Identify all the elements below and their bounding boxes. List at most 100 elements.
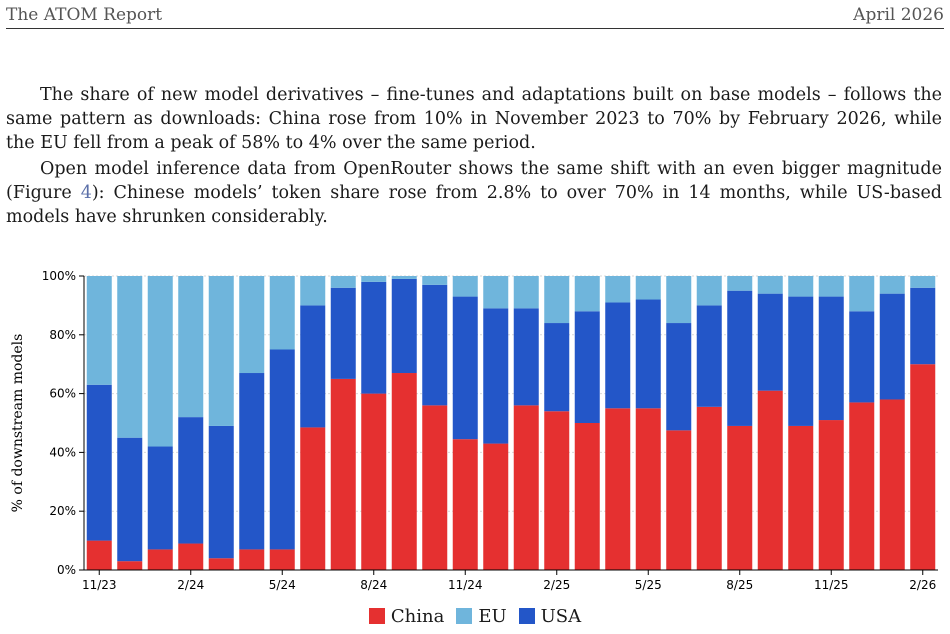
bar-china-4-25 [605, 408, 631, 570]
bar-usa-4-24 [239, 373, 265, 550]
bar-usa-10-24 [422, 284, 448, 406]
paragraph-text: Open model inference data from OpenRoute… [6, 159, 942, 203]
bar-usa-11-24 [452, 296, 478, 440]
bar-eu-11-23 [86, 276, 112, 385]
legend-label: EU [478, 606, 507, 627]
page-header: The ATOM Report April 2026 [6, 4, 944, 29]
bar-eu-12-25 [849, 276, 875, 312]
bar-eu-11-24 [452, 276, 478, 297]
bar-eu-6-24 [300, 276, 326, 306]
bar-usa-9-24 [391, 278, 417, 374]
bar-china-11-25 [818, 420, 844, 570]
y-tick-label: 60% [49, 387, 76, 401]
bar-usa-4-25 [605, 302, 631, 409]
bar-eu-11-25 [818, 276, 844, 297]
bar-china-12-24 [483, 443, 509, 570]
bar-china-5-24 [269, 549, 295, 570]
bar-china-12-25 [849, 402, 875, 570]
bar-usa-8-24 [361, 281, 387, 394]
bar-china-3-25 [574, 423, 600, 570]
x-tick-label: 8/24 [360, 578, 387, 592]
bar-china-9-24 [391, 373, 417, 570]
bar-eu-4-25 [605, 276, 631, 303]
bar-eu-3-24 [208, 276, 234, 426]
paragraph-openrouter: Open model inference data from OpenRoute… [6, 157, 942, 229]
bar-eu-4-24 [239, 276, 265, 374]
bar-usa-8-25 [727, 290, 753, 426]
bar-eu-10-25 [788, 276, 814, 297]
bar-china-11-23 [86, 540, 112, 570]
x-tick-label: 2/24 [177, 578, 204, 592]
bar-eu-12-24 [483, 276, 509, 309]
bar-china-8-25 [727, 425, 753, 570]
bar-usa-6-24 [300, 305, 326, 428]
bar-usa-6-25 [666, 323, 692, 431]
bar-usa-7-24 [330, 287, 356, 379]
legend-label: USA [540, 606, 582, 627]
x-tick-label: 11/25 [814, 578, 849, 592]
bar-eu-9-25 [757, 276, 783, 294]
bar-usa-5-25 [635, 299, 661, 409]
bar-china-1-26 [879, 399, 905, 570]
bar-china-8-24 [361, 393, 387, 570]
figure-reference-link[interactable]: 4 [80, 183, 92, 203]
legend-label: China [390, 606, 445, 627]
bar-china-2-26 [910, 364, 936, 570]
paragraph-text: ): Chinese models’ token share rose from… [6, 183, 942, 227]
bar-eu-1-25 [513, 276, 539, 309]
legend-swatch [518, 608, 535, 624]
bar-china-4-24 [239, 549, 265, 570]
bar-usa-12-23 [117, 437, 143, 562]
bar-eu-1-24 [147, 276, 173, 447]
bar-usa-3-25 [574, 311, 600, 423]
bar-usa-12-25 [849, 311, 875, 403]
x-tick-label: 2/26 [909, 578, 936, 592]
x-tick-label: 11/23 [82, 578, 117, 592]
bar-usa-11-25 [818, 296, 844, 421]
chart-legend: China EU USA [0, 606, 950, 627]
bar-china-7-25 [696, 406, 722, 570]
bar-china-6-25 [666, 430, 692, 570]
y-axis-label: % of downstream models [10, 334, 26, 513]
bar-usa-1-26 [879, 293, 905, 400]
bar-china-10-25 [788, 425, 814, 570]
bar-china-12-23 [117, 561, 143, 570]
y-tick-label: 100% [42, 269, 76, 283]
bar-usa-3-24 [208, 425, 234, 559]
bar-eu-10-24 [422, 276, 448, 285]
bar-usa-7-25 [696, 305, 722, 407]
bar-eu-2-24 [178, 276, 204, 418]
bar-eu-1-26 [879, 276, 905, 294]
y-tick-label: 0% [57, 563, 76, 577]
bar-china-2-25 [544, 411, 570, 570]
y-tick-label: 80% [49, 328, 76, 342]
report-date: April 2026 [853, 5, 944, 25]
bar-china-9-25 [757, 390, 783, 570]
legend-swatch [368, 608, 385, 624]
x-tick-label: 11/24 [448, 578, 483, 592]
bar-usa-5-24 [269, 349, 295, 550]
legend-item-china: China [368, 606, 445, 627]
bar-china-10-24 [422, 405, 448, 570]
bar-eu-6-25 [666, 276, 692, 324]
bar-eu-8-25 [727, 276, 753, 291]
x-tick-label: 5/24 [269, 578, 296, 592]
bar-china-6-24 [300, 427, 326, 570]
bar-usa-9-25 [757, 293, 783, 391]
y-tick-label: 40% [49, 445, 76, 459]
bar-usa-1-24 [147, 446, 173, 550]
bar-usa-2-25 [544, 323, 570, 412]
bar-eu-2-25 [544, 276, 570, 324]
bar-eu-5-25 [635, 276, 661, 300]
report-title: The ATOM Report [6, 5, 163, 25]
x-tick-label: 8/25 [726, 578, 753, 592]
bar-china-5-25 [635, 408, 661, 570]
y-tick-label: 20% [49, 504, 76, 518]
bar-eu-7-25 [696, 276, 722, 306]
bar-china-1-24 [147, 549, 173, 570]
bar-usa-2-26 [910, 287, 936, 365]
bar-usa-12-24 [483, 308, 509, 444]
bar-china-11-24 [452, 439, 478, 570]
stacked-bar-chart: 0% 20% 40% 60% 80% 100% % of downstream models… [10, 269, 938, 592]
legend-item-usa: USA [518, 606, 582, 627]
